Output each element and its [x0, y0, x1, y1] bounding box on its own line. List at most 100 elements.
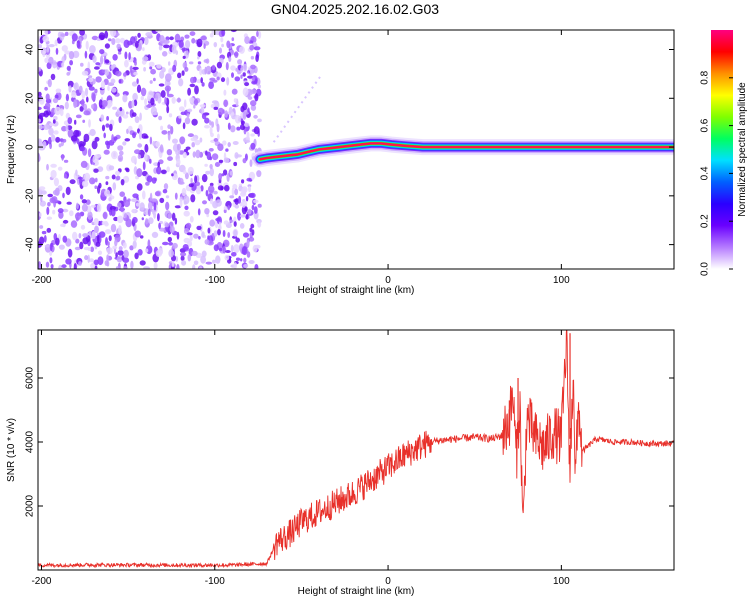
noise-speckle	[95, 177, 98, 183]
noise-speckle	[73, 263, 77, 269]
noise-speckle	[101, 100, 108, 107]
noise-speckle	[167, 124, 172, 129]
noise-speckle	[168, 249, 174, 258]
noise-speckle	[214, 162, 221, 167]
noise-speckle	[106, 247, 113, 255]
noise-speckle	[91, 104, 95, 109]
noise-speckle	[209, 198, 214, 205]
noise-speckle	[62, 208, 69, 213]
noise-speckle	[67, 117, 73, 125]
noise-speckle	[167, 236, 172, 243]
noise-speckle	[46, 216, 53, 220]
noise-speckle	[130, 155, 137, 164]
noise-speckle	[44, 30, 48, 37]
colorbar-label: Normalized spectral amplitude	[737, 82, 748, 217]
noise-speckle	[202, 200, 207, 205]
noise-speckle	[201, 231, 205, 238]
noise-speckle	[53, 177, 60, 187]
noise-speckle	[108, 235, 112, 242]
noise-speckle	[53, 115, 58, 121]
noise-speckle	[166, 149, 173, 156]
noise-speckle	[55, 237, 60, 246]
noise-speckle	[208, 148, 214, 152]
noise-speckle	[90, 263, 96, 269]
noise-speckle	[111, 134, 114, 143]
noise-speckle	[93, 259, 99, 266]
noise-speckle	[120, 206, 125, 213]
noise-speckle	[169, 225, 175, 234]
noise-speckle	[190, 137, 198, 142]
noise-speckle	[246, 131, 250, 139]
noise-speckle	[84, 172, 91, 181]
noise-speckle	[116, 43, 121, 50]
noise-speckle	[148, 91, 155, 96]
noise-speckle	[92, 155, 99, 164]
noise-speckle	[209, 182, 214, 187]
noise-speckle	[145, 218, 149, 225]
snr-series-line	[38, 330, 674, 569]
noise-speckle	[190, 194, 196, 203]
noise-speckle	[174, 217, 178, 225]
noise-speckle	[38, 106, 42, 111]
noise-speckle	[127, 198, 131, 202]
noise-speckle	[50, 134, 56, 142]
noise-speckle	[119, 191, 125, 197]
noise-speckle	[87, 148, 92, 158]
noise-speckle	[89, 128, 96, 137]
noise-speckle	[232, 183, 238, 190]
noise-speckle	[104, 69, 110, 76]
noise-speckle	[161, 130, 168, 135]
noise-speckle	[251, 229, 255, 236]
noise-speckle	[237, 59, 243, 65]
noise-speckle	[107, 85, 110, 91]
noise-speckle	[61, 62, 65, 68]
noise-speckle	[63, 159, 69, 163]
noise-speckle	[184, 66, 189, 72]
noise-speckle	[38, 124, 43, 130]
noise-speckle	[216, 76, 220, 81]
noise-speckle	[123, 213, 128, 219]
noise-speckle	[142, 161, 146, 171]
noise-speckle	[240, 74, 243, 79]
noise-speckle	[82, 233, 89, 238]
noise-speckle	[181, 47, 188, 51]
noise-speckle	[226, 77, 230, 86]
noise-speckle	[45, 261, 50, 268]
noise-speckle	[217, 107, 224, 116]
colorbar-tick-label: 0.6	[700, 118, 711, 132]
y-tick-label: 0	[25, 144, 36, 150]
noise-speckle	[130, 36, 136, 45]
noise-speckle	[46, 227, 52, 233]
noise-speckle	[54, 94, 59, 99]
noise-speckle	[143, 67, 147, 72]
noise-speckle	[87, 61, 91, 70]
noise-speckle	[88, 77, 94, 83]
noise-speckle	[171, 44, 177, 54]
noise-speckle	[131, 81, 138, 87]
x-tick-label: -200	[31, 576, 51, 587]
noise-speckle	[167, 213, 172, 219]
noise-speckle	[46, 206, 50, 215]
noise-speckle	[191, 142, 195, 148]
noise-speckle	[253, 206, 258, 214]
noise-speckle	[244, 206, 248, 212]
noise-speckle	[79, 146, 86, 152]
noise-speckle	[94, 225, 99, 234]
noise-speckle	[55, 47, 59, 55]
noise-speckle	[153, 112, 159, 116]
noise-speckle	[171, 173, 174, 177]
noise-speckle	[112, 106, 117, 110]
noise-speckle	[54, 106, 61, 116]
noise-speckle	[69, 60, 73, 66]
noise-speckle	[54, 187, 60, 196]
noise-speckle	[115, 70, 122, 77]
noise-speckle	[215, 199, 222, 207]
noise-speckle	[47, 193, 53, 198]
noise-speckle	[197, 56, 200, 60]
noise-speckle	[153, 262, 158, 269]
noise-speckle	[235, 257, 241, 261]
noise-speckle	[95, 76, 102, 83]
noise-speckle	[139, 235, 144, 239]
noise-speckle	[101, 124, 106, 132]
